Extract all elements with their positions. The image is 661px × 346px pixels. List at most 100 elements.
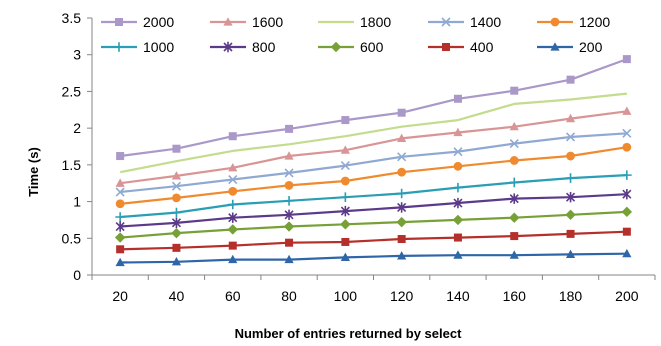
data-point — [115, 199, 125, 209]
data-point — [228, 132, 237, 141]
data-point — [284, 181, 294, 190]
data-point — [622, 128, 632, 138]
data-point — [284, 151, 294, 160]
legend: 2000 1600 1800 1400 1200 1000 800 600 400 200 — [101, 14, 610, 55]
data-point — [509, 156, 519, 165]
legend-label: 200 — [579, 39, 603, 55]
data-point — [566, 151, 575, 161]
data-point — [453, 197, 463, 209]
y-tick-label: 2.5 — [62, 83, 82, 99]
legend-item: 1800 — [318, 14, 391, 30]
data-point — [284, 168, 294, 178]
data-point — [622, 142, 632, 152]
data-point — [228, 162, 238, 172]
legend-swatch-marker — [441, 17, 451, 27]
legend-item: 1000 — [101, 39, 174, 55]
legend-label: 400 — [470, 39, 494, 55]
series-600 — [114, 206, 633, 243]
legend-swatch-marker — [223, 17, 233, 26]
series-1400 — [115, 128, 632, 197]
legend-item: 1400 — [428, 14, 501, 30]
series-line — [120, 210, 627, 239]
data-point — [227, 199, 238, 210]
data-point — [115, 212, 125, 222]
series-200 — [115, 248, 632, 267]
series-line — [119, 92, 628, 174]
data-point — [396, 188, 407, 199]
legend-label: 1000 — [143, 39, 174, 55]
data-point — [172, 193, 181, 203]
series-lines — [114, 55, 633, 267]
data-point — [228, 241, 237, 250]
data-point — [565, 132, 576, 142]
series-1000 — [115, 170, 632, 222]
data-point — [285, 238, 294, 247]
data-point — [397, 202, 407, 213]
data-point — [509, 121, 519, 131]
legend-label: 600 — [360, 39, 384, 55]
data-point — [397, 167, 407, 177]
data-point — [283, 221, 295, 232]
data-point — [509, 250, 519, 259]
data-point — [622, 248, 632, 258]
data-point — [452, 214, 464, 226]
legend-swatch-marker — [115, 18, 123, 26]
legend-item: 600 — [318, 39, 384, 55]
data-point — [284, 209, 294, 220]
y-axis-title: Time (s) — [26, 147, 41, 197]
data-point — [228, 254, 238, 264]
series-line — [120, 132, 627, 194]
data-point — [622, 170, 632, 180]
data-point — [228, 174, 238, 185]
data-point — [397, 108, 406, 117]
series-2000 — [116, 55, 631, 161]
data-point — [340, 176, 350, 186]
series-line — [120, 110, 628, 185]
data-point — [453, 94, 462, 103]
data-point — [340, 145, 350, 154]
data-point — [171, 181, 182, 191]
data-point — [171, 217, 182, 229]
data-point — [115, 178, 125, 187]
x-tick-label: 80 — [281, 288, 297, 304]
legend-label: 800 — [252, 39, 276, 55]
legend-item: 1600 — [210, 14, 283, 30]
series-line — [120, 193, 627, 228]
legend-swatch-marker — [550, 17, 560, 27]
y-tick-label: 1 — [73, 194, 81, 210]
data-point — [510, 232, 519, 241]
data-point — [115, 221, 125, 232]
x-tick-label: 160 — [503, 288, 527, 304]
x-tick-label: 60 — [225, 288, 241, 304]
data-point — [284, 254, 294, 264]
data-point — [453, 233, 462, 242]
x-tick-label: 100 — [334, 288, 358, 304]
series-line — [120, 252, 627, 264]
series-1200 — [115, 142, 632, 209]
y-tick-label: 2 — [73, 120, 81, 136]
data-point — [397, 133, 407, 143]
data-point — [453, 127, 463, 137]
data-point — [621, 206, 633, 218]
y-tick-label: 1.5 — [62, 157, 82, 173]
data-point — [340, 252, 350, 261]
legend-swatch-marker — [330, 41, 342, 53]
data-point — [622, 55, 631, 64]
x-axis: 20 40 60 80 100 120 140 160 180 200 — [91, 274, 656, 304]
data-point — [509, 177, 520, 188]
series-line — [120, 230, 627, 251]
legend-swatch-marker — [550, 42, 560, 51]
data-point — [171, 207, 182, 218]
data-point — [228, 212, 238, 223]
series-line — [120, 58, 628, 158]
data-point — [565, 173, 576, 183]
y-tick-label: 3.5 — [62, 10, 82, 26]
x-tick-label: 140 — [446, 288, 470, 304]
data-point — [509, 212, 520, 223]
y-tick-label: 0.5 — [62, 230, 82, 246]
legend-swatch-marker — [442, 43, 450, 51]
data-point — [566, 229, 575, 238]
series-line — [120, 146, 628, 205]
data-point — [228, 186, 238, 196]
